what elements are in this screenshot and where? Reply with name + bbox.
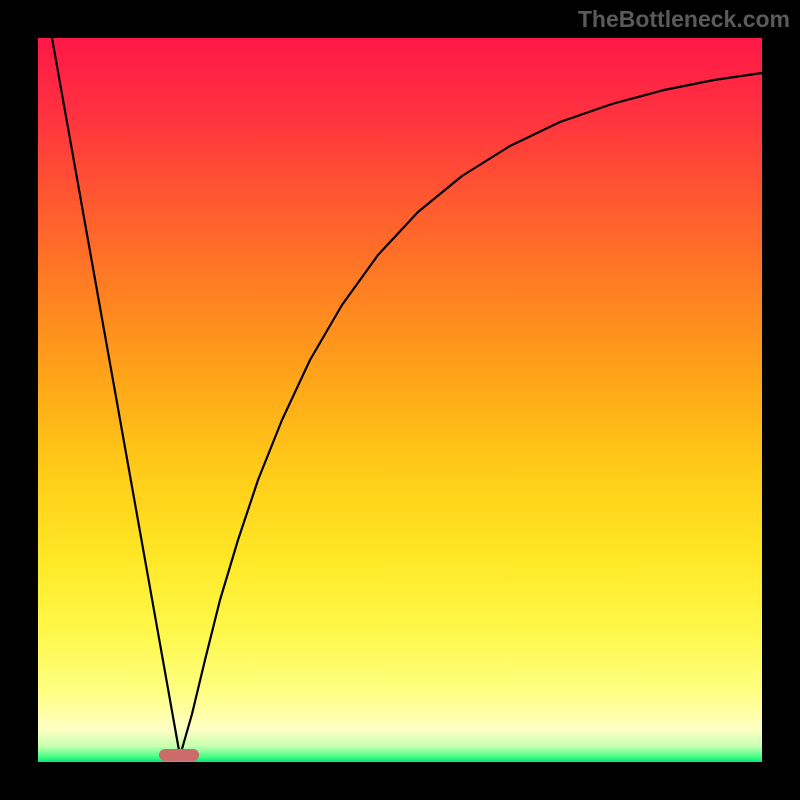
chart-container: TheBottleneck.com [0, 0, 800, 800]
watermark-text: TheBottleneck.com [578, 6, 790, 33]
bottleneck-curve [38, 38, 762, 762]
optimal-range-marker [159, 749, 199, 761]
plot-area [38, 38, 762, 762]
curve-polyline [52, 38, 762, 756]
